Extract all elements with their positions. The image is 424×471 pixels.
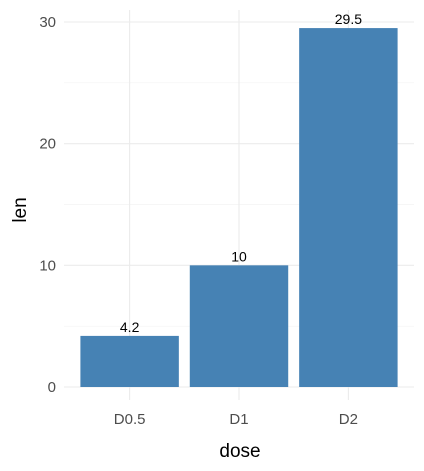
y-axis-title: len: [10, 197, 31, 222]
y-tick-label: 30: [39, 14, 56, 31]
bar-d0-5: [80, 335, 179, 387]
x-axis-title: dose: [219, 441, 260, 462]
y-tick-label: 0: [48, 379, 56, 396]
x-tick-label: D2: [339, 411, 358, 428]
data-labels: 4.2 10 29.5: [120, 11, 362, 335]
x-tick-label: D1: [229, 411, 248, 428]
bars: [80, 28, 398, 387]
bar-d1: [189, 265, 289, 387]
bar-d2: [299, 28, 398, 387]
y-tick-label: 10: [39, 257, 56, 274]
y-tick-label: 20: [39, 136, 56, 153]
data-label: 4.2: [120, 319, 140, 335]
data-label: 10: [231, 248, 247, 264]
data-label: 29.5: [335, 11, 362, 27]
x-axis-ticks: D0.5 D1 D2: [114, 411, 358, 428]
y-axis-ticks: 0 10 20 30: [39, 14, 56, 396]
x-tick-label: D0.5: [114, 411, 146, 428]
